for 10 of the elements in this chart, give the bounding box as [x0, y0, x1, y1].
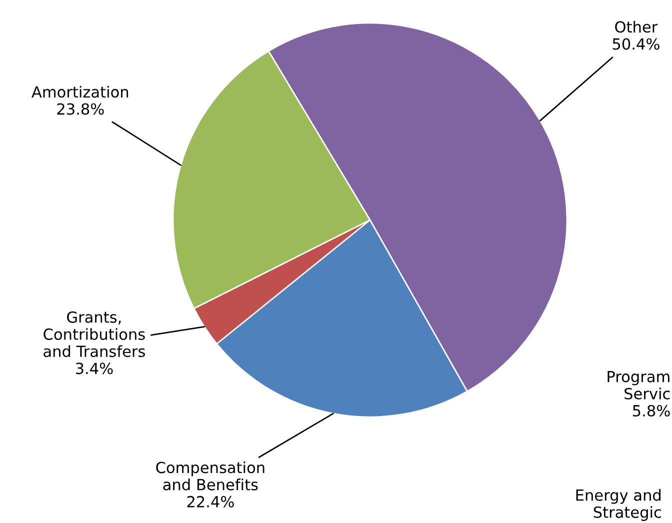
- data-label: 50.4%: [612, 38, 660, 50]
- text: Program Servic 5.8%: [608, 370, 670, 417]
- slice-label: Amortization: [32, 86, 128, 98]
- slice-label: Other: [615, 20, 658, 33]
- data-label: 3.4%: [76, 362, 113, 374]
- data-label: 22.4%: [187, 496, 234, 508]
- text: Energy and Strategic: [576, 489, 661, 521]
- slice-label: Grants, Contributions and Transfers: [44, 311, 145, 358]
- data-label: 23.8%: [57, 103, 104, 115]
- slice-label: Compensation and Benefits: [156, 461, 264, 490]
